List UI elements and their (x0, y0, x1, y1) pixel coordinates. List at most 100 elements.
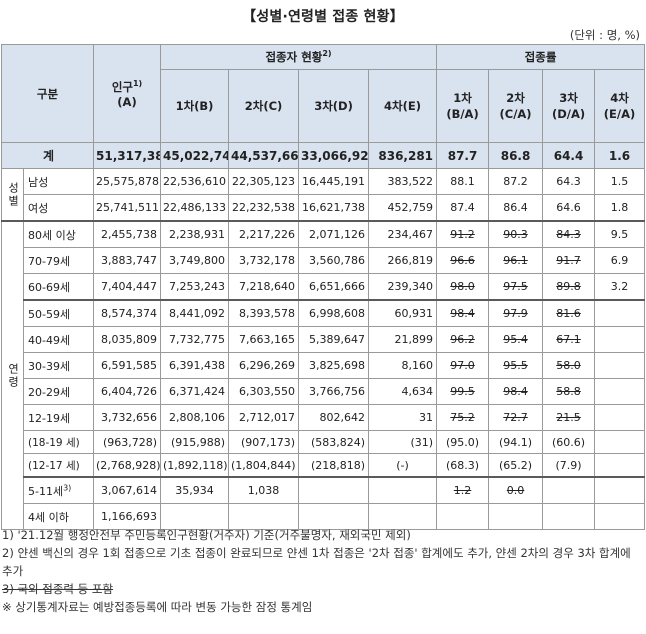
cell-dose1: (1,892,118) (160, 453, 230, 478)
cell-population: 6,591,585 (93, 352, 162, 379)
cell-rate3: 91.7 (542, 247, 596, 274)
cell-rate1: 91.2 (436, 220, 490, 248)
cell-dose1: 6,391,438 (160, 352, 230, 379)
row-label: 40-49세 (22, 326, 95, 353)
footnote-2: 2) 얀센 백신의 경우 1회 접종으로 기초 접종이 완료되므로 얀센 1차 … (2, 546, 631, 578)
row-label: 12-19세 (22, 404, 95, 431)
row-label-text: 5-11세 (28, 484, 64, 498)
header-rate2: 2차 (C/A) (488, 69, 544, 143)
header-population: 인구1) (A) (93, 44, 162, 143)
cell-rate3: 58.8 (542, 378, 596, 405)
cell-dose2: 3,732,178 (228, 247, 300, 274)
cell-dose4: (31) (368, 430, 438, 454)
header-rate4-formula: (E/A) (603, 107, 636, 121)
cell-dose4: (-) (368, 453, 438, 478)
cell-dose1: 22,536,610 (160, 168, 230, 195)
table-row-total: 계 51,317,389 45,022,743 44,537,661 33,06… (0, 142, 646, 169)
cell-rate2 (488, 503, 544, 530)
cell-dose1: 22,486,133 (160, 194, 230, 222)
header-rate: 접종률 (436, 44, 646, 70)
table-row-age-30s: 30-39세 6,591,585 6,391,438 6,296,269 3,8… (2, 352, 646, 379)
cell-rate2: 72.7 (488, 404, 544, 431)
cell-dose2: 7,218,640 (228, 273, 300, 301)
header-vaccinated: 접종자 현황2) (160, 44, 438, 70)
cell-population: (2,768,928) (93, 453, 162, 478)
cell-dose4: 234,467 (368, 220, 438, 248)
table-row-age-50s: 50-59세 8,574,374 8,441,092 8,393,578 6,9… (2, 299, 646, 327)
cell-dose4: 60,931 (368, 299, 438, 327)
header-rate4-label: 4차 (610, 91, 629, 105)
cell-rate2: 97.9 (488, 299, 544, 327)
header-rate4: 4차 (E/A) (594, 69, 646, 143)
cell-rate3: 64.3 (542, 168, 596, 195)
cell-rate1: 97.0 (436, 352, 490, 379)
row-label: 4세 이하 (22, 503, 95, 530)
cell-dose2: 2,217,226 (228, 220, 300, 248)
table-row-age-12-17: (12-17 세) (2,768,928) (1,892,118) (1,804… (2, 453, 646, 478)
cell-rate4 (594, 476, 646, 504)
cell-dose3: 16,445,191 (298, 168, 370, 195)
cell-dose3: (218,818) (298, 453, 370, 478)
cell-rate1: 75.2 (436, 404, 490, 431)
cell-dose3: 3,560,786 (298, 247, 370, 274)
cell-rate1: 98.4 (436, 299, 490, 327)
cell-rate3: 21.5 (542, 404, 596, 431)
table-row-female: 여성 25,741,511 22,486,133 22,232,538 16,6… (2, 194, 646, 222)
table-row-age-5-11: 5-11세3) 3,067,614 35,934 1,038 1.2 0.0 (2, 476, 646, 504)
footnote-ref-3: 3) (63, 482, 72, 492)
cell-rate1: 1.2 (436, 476, 490, 504)
cell-dose4: 239,340 (368, 273, 438, 301)
cell-dose1: 45,022,743 (160, 142, 230, 169)
header-dose2: 2차(C) (228, 69, 300, 143)
cell-population: 3,067,614 (93, 476, 162, 504)
cell-rate4 (594, 378, 646, 405)
footnotes: 1) '21.12월 행정안전부 주민등록인구현황(거주자) 기준(거주불명자,… (2, 526, 642, 616)
cell-rate3 (542, 503, 596, 530)
cell-rate2: 90.3 (488, 220, 544, 248)
header-rate1: 1차 (B/A) (436, 69, 490, 143)
cell-dose3: 2,071,126 (298, 220, 370, 248)
cell-rate1: 87.4 (436, 194, 490, 222)
table-row-age-40s: 40-49세 8,035,809 7,732,775 7,663,165 5,3… (2, 326, 646, 353)
cell-rate1: 99.5 (436, 378, 490, 405)
cell-population: 7,404,447 (93, 273, 162, 301)
header-dose3: 3차(D) (298, 69, 370, 143)
cell-population: 3,732,656 (93, 404, 162, 431)
header-rate1-label: 1차 (453, 91, 472, 105)
header-rate3-formula: (D/A) (551, 107, 586, 121)
cell-rate3: 81.6 (542, 299, 596, 327)
cell-rate4 (594, 299, 646, 327)
header-rate3-label: 3차 (559, 91, 578, 105)
cell-rate1: (68.3) (436, 453, 490, 478)
cell-dose4 (368, 503, 438, 530)
cell-dose2: 22,232,538 (228, 194, 300, 222)
cell-population: 8,035,809 (93, 326, 162, 353)
cell-rate1: 87.7 (436, 142, 490, 169)
cell-population: 2,455,738 (93, 220, 162, 248)
header-rate2-label: 2차 (506, 91, 525, 105)
cell-rate2: 97.5 (488, 273, 544, 301)
cell-rate4: 1.5 (594, 168, 646, 195)
cell-rate1: 96.6 (436, 247, 490, 274)
cell-dose2: 1,038 (228, 476, 300, 504)
cell-rate2: 86.8 (488, 142, 544, 169)
cell-dose1: 7,732,775 (160, 326, 230, 353)
row-label: 여성 (22, 194, 95, 222)
cell-rate3: 67.1 (542, 326, 596, 353)
cell-rate4: 1.8 (594, 194, 646, 222)
cell-dose1: 35,934 (160, 476, 230, 504)
cell-rate4: 6.9 (594, 247, 646, 274)
cell-rate4 (594, 326, 646, 353)
cell-rate1: 96.2 (436, 326, 490, 353)
cell-dose2: (1,804,844) (228, 453, 300, 478)
cell-dose4: 836,281 (368, 142, 438, 169)
cell-rate1: 88.1 (436, 168, 490, 195)
cell-rate3 (542, 476, 596, 504)
cell-dose4: 266,819 (368, 247, 438, 274)
table-row-age-70s: 70-79세 3,883,747 3,749,800 3,732,178 3,5… (2, 247, 646, 274)
footnote-ref-1: 1) (132, 78, 143, 88)
footnote-note: ※ 상기통계자료는 예방접종등록에 따라 변동 가능한 잠정 통계임 (2, 600, 313, 614)
row-label: 20-29세 (22, 378, 95, 405)
cell-dose1: 2,238,931 (160, 220, 230, 248)
cell-dose3: 33,066,929 (298, 142, 370, 169)
